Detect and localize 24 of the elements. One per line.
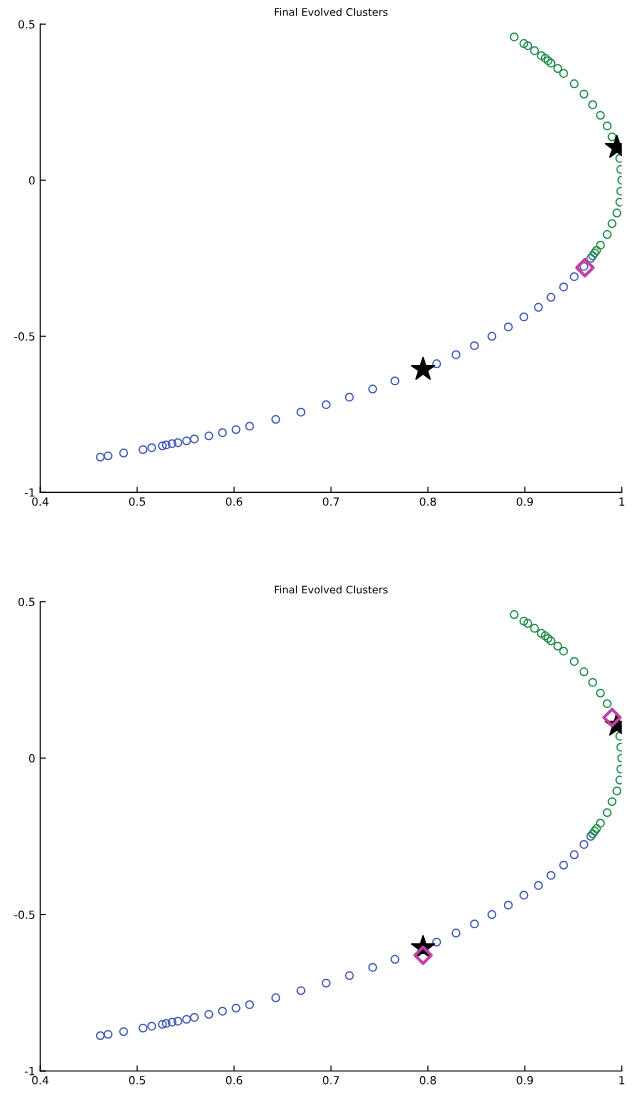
y-tick-label: 0	[29, 754, 35, 763]
y-tick-label: -0.5	[14, 910, 35, 919]
x-tick-label: 0.9	[516, 497, 533, 506]
y-tick-label: 0.5	[18, 20, 35, 29]
x-tick-label: 0.6	[225, 1076, 243, 1085]
chart-title: Final Evolved Clusters	[274, 7, 388, 16]
x-tick-label: 0.5	[129, 497, 146, 506]
x-tick-label: 0.9	[516, 1076, 533, 1085]
x-tick-label: 0.7	[322, 1076, 339, 1085]
x-tick-label: 0.4	[32, 1076, 49, 1085]
x-tick-label: 0.8	[419, 497, 436, 506]
x-tick-label: 0.4	[32, 497, 49, 506]
x-tick-label: 0.7	[322, 497, 339, 506]
x-tick-label: 1	[619, 497, 625, 506]
x-tick-label: 0.8	[419, 1076, 436, 1085]
y-tick-label: 0.5	[18, 597, 35, 607]
y-tick-label: 0	[29, 176, 35, 185]
x-tick-label: 0.5	[129, 1076, 146, 1085]
x-tick-label: 1	[619, 1076, 625, 1085]
chart-title: Final Evolved Clusters	[274, 585, 388, 594]
x-tick-label: 0.6	[225, 497, 243, 506]
y-tick-label: -1	[24, 1067, 35, 1076]
y-tick-label: -1	[24, 488, 35, 497]
y-tick-label: -0.5	[14, 332, 35, 341]
